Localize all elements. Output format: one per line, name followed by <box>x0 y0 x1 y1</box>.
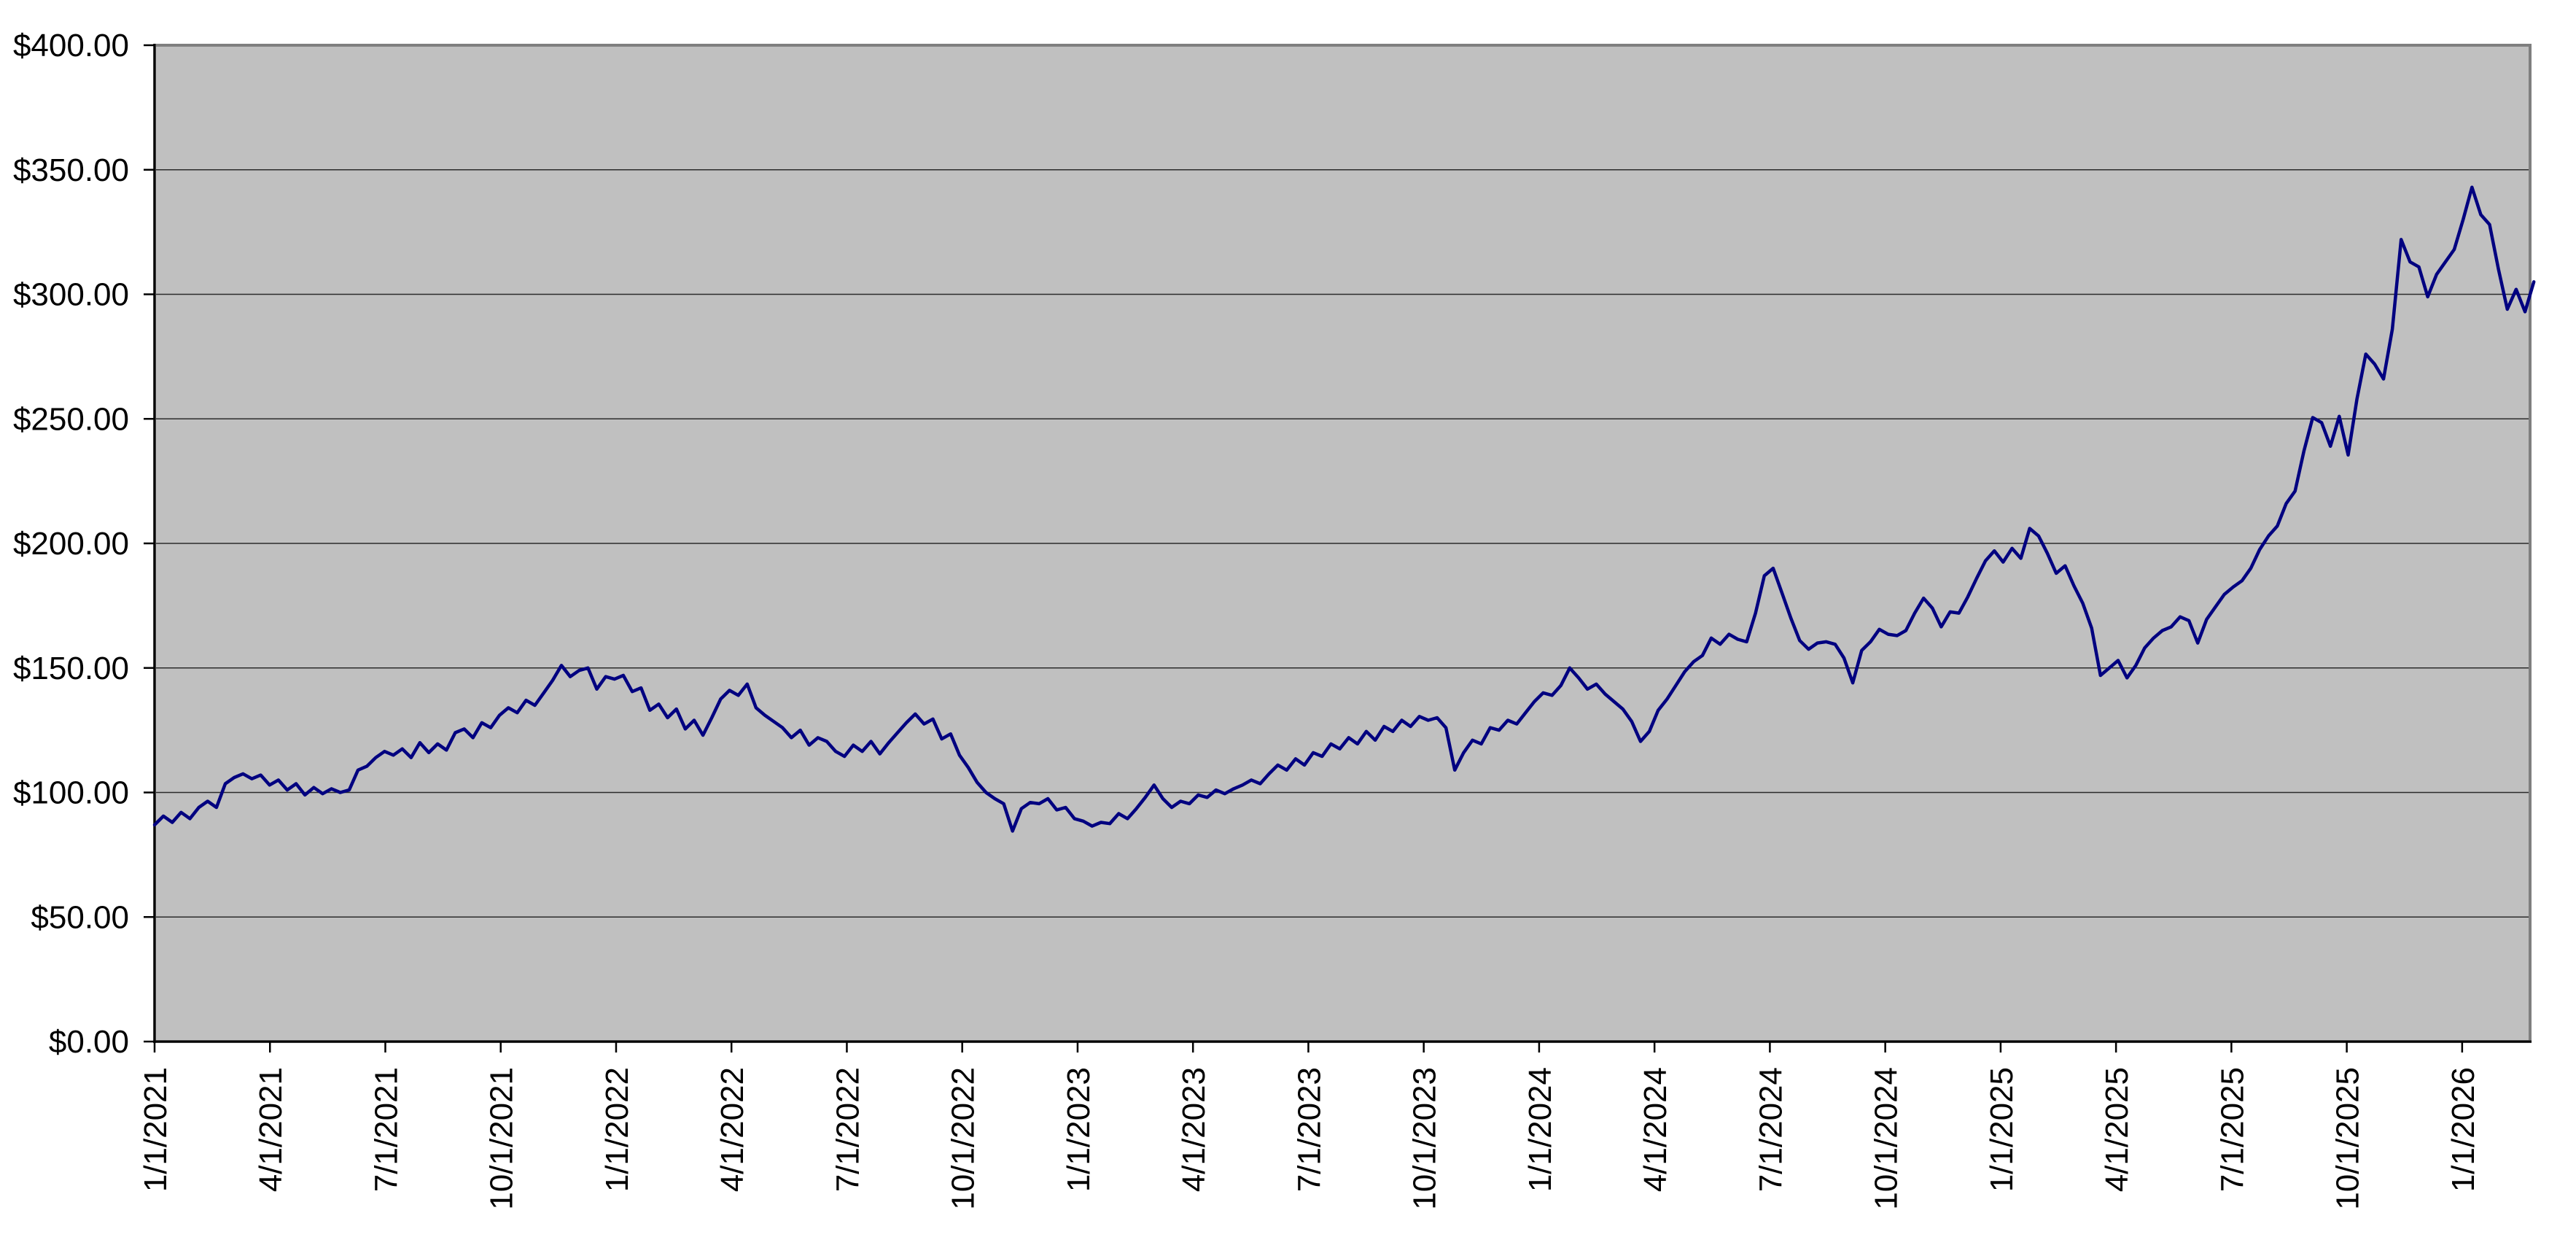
x-axis-label: 7/1/2021 <box>368 1067 404 1192</box>
y-axis-label: $250.00 <box>13 401 129 437</box>
x-axis-label: 1/1/2021 <box>138 1067 174 1192</box>
x-axis-label: 1/1/2024 <box>1522 1067 1558 1192</box>
y-axis-label: $350.00 <box>13 152 129 188</box>
price-line-series <box>152 185 2536 833</box>
y-axis-labels: $0.00 $50.00 $100.00 $150.00 $200.00 $250.00 $… <box>13 28 129 1060</box>
x-axis-label: 4/1/2023 <box>1176 1067 1212 1192</box>
x-axis-label: 1/1/2025 <box>1984 1067 2020 1192</box>
x-axis-label: 10/1/2023 <box>1407 1067 1443 1210</box>
x-axis-label: 10/1/2024 <box>1869 1067 1904 1210</box>
x-axis-label: 1/1/2022 <box>599 1067 635 1192</box>
axis-tick-marks <box>144 44 2464 1053</box>
x-axis-label: 4/1/2025 <box>2099 1067 2135 1192</box>
x-axis-label: 1/1/2023 <box>1061 1067 1097 1192</box>
y-axis-label: $300.00 <box>13 277 129 313</box>
y-axis-label: $0.00 <box>49 1024 129 1060</box>
x-axis-labels: 1/1/2021 4/1/2021 7/1/2021 10/1/2021 1/1/202… <box>138 1067 2481 1210</box>
x-axis-label: 4/1/2024 <box>1638 1067 1673 1192</box>
x-axis-label: 7/1/2023 <box>1291 1067 1327 1192</box>
x-axis-label: 7/1/2025 <box>2214 1067 2250 1192</box>
x-axis-label: 7/1/2022 <box>830 1067 865 1192</box>
y-axis-label: $50.00 <box>31 899 129 935</box>
x-axis-label: 4/1/2021 <box>253 1067 289 1192</box>
y-axis-label: $400.00 <box>13 28 129 63</box>
price-line <box>152 185 2536 833</box>
x-axis-label: 4/1/2022 <box>715 1067 750 1192</box>
x-axis-label: 10/1/2022 <box>946 1067 981 1210</box>
y-axis-label: $100.00 <box>13 775 129 811</box>
x-axis-label: 7/1/2024 <box>1753 1067 1789 1192</box>
x-axis-label: 1/1/2026 <box>2445 1067 2481 1192</box>
y-axis-label: $150.00 <box>13 651 129 686</box>
x-axis-label: 10/1/2021 <box>484 1067 520 1210</box>
y-axis-label: $200.00 <box>13 526 129 562</box>
x-axis-label: 10/1/2025 <box>2330 1067 2366 1210</box>
